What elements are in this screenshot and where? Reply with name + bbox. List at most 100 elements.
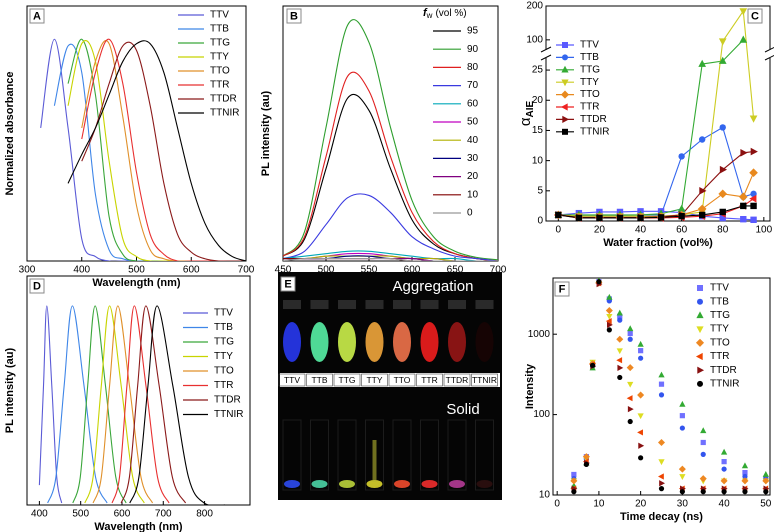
series-line	[84, 305, 145, 504]
vial-cap	[283, 300, 301, 309]
x-tick-label: 20	[594, 225, 606, 236]
sample-label-box	[361, 373, 388, 387]
data-point	[742, 469, 748, 476]
data-point	[742, 489, 748, 495]
series-line	[283, 193, 498, 261]
legend-label: TTR	[210, 80, 229, 91]
panel-tag-box	[280, 276, 296, 292]
series-line	[92, 305, 154, 504]
plot-area	[570, 278, 770, 495]
x-tick-label: 10	[593, 499, 605, 510]
data-point	[605, 307, 613, 315]
data-point	[718, 38, 727, 46]
x-tick-label: 80	[717, 225, 729, 236]
data-point	[617, 364, 624, 372]
data-point	[700, 489, 706, 495]
series-line	[558, 151, 754, 218]
data-point	[637, 413, 644, 420]
data-point	[750, 202, 757, 210]
legend-label: TTY	[214, 351, 233, 362]
data-point	[617, 374, 623, 381]
legend-label: TTV	[210, 10, 229, 21]
legend-title-symbol: f	[423, 7, 428, 19]
legend-label: 30	[467, 153, 479, 164]
data-point	[627, 381, 634, 388]
legend-label: TTY	[710, 324, 729, 335]
data-point	[658, 486, 665, 492]
vial-cap	[393, 300, 411, 309]
data-point	[700, 451, 706, 457]
legend-label: TTNIR	[214, 409, 243, 420]
legend-label: TTB	[580, 52, 599, 63]
x-tick-label: 40	[719, 499, 731, 510]
data-point	[739, 8, 748, 16]
x-axis-title: Wavelength (nm)	[94, 521, 183, 532]
legend-marker	[696, 326, 704, 334]
series-line	[67, 40, 246, 261]
x-tick-label: 550	[361, 265, 378, 276]
vial-cap	[365, 300, 384, 309]
data-point	[700, 439, 706, 446]
data-point	[638, 348, 644, 354]
x-tick-label: 20	[635, 499, 647, 510]
data-point	[698, 136, 706, 143]
legend-marker	[561, 79, 569, 87]
legend-label: TTO	[214, 366, 234, 377]
data-point	[638, 455, 644, 461]
legend-title: fw (vol %)	[423, 7, 467, 20]
solid-glow	[284, 480, 300, 488]
vial-glow	[420, 322, 439, 362]
y-axis-title: Normalized absorbance	[4, 71, 16, 195]
data-point	[575, 214, 583, 222]
data-point	[555, 211, 562, 219]
vial-glow	[365, 322, 384, 362]
panel-tag: F	[559, 283, 566, 295]
data-point	[637, 214, 644, 222]
vial-glow	[475, 322, 494, 362]
data-point	[750, 190, 757, 198]
vial-cap	[448, 300, 466, 309]
sample-label-box	[278, 373, 306, 387]
data-point	[658, 392, 665, 398]
legend-marker	[562, 128, 568, 135]
data-point	[659, 480, 666, 487]
plot-frame	[545, 5, 771, 222]
photo-bottom-caption: Solid	[446, 401, 479, 418]
x-tick-label: 400	[31, 509, 48, 520]
x-tick-label: 400	[73, 265, 90, 276]
data-point	[741, 477, 749, 485]
data-point	[721, 466, 727, 472]
legend-label: 80	[467, 62, 479, 73]
legend-label: TTB	[214, 322, 233, 333]
x-tick-label: 700	[490, 265, 507, 276]
vial-outline	[420, 419, 439, 491]
legend-label: TTNIR	[210, 108, 239, 119]
vial-outline	[310, 419, 329, 491]
vial-cap	[475, 300, 494, 309]
data-point	[698, 211, 706, 219]
legend-label: TTDR	[214, 395, 241, 406]
data-point	[606, 293, 613, 300]
legend-marker	[695, 352, 703, 361]
data-point	[697, 204, 707, 214]
data-point	[637, 429, 643, 436]
legend-label: TTB	[710, 296, 729, 307]
series-line	[111, 305, 170, 504]
legend-label: TTR	[580, 102, 599, 113]
series-line	[283, 19, 498, 261]
plot-area	[40, 38, 246, 261]
data-point	[719, 165, 728, 174]
legend-label: TTG	[710, 310, 730, 321]
vial-glow	[393, 322, 411, 362]
x-tick-label: 500	[128, 265, 145, 276]
solid-glow	[339, 480, 355, 488]
data-point	[679, 425, 685, 431]
x-tick-label: 650	[447, 265, 464, 276]
panel-tag-box	[747, 8, 763, 24]
series-line	[81, 41, 246, 261]
data-point	[679, 474, 686, 480]
vial-outline	[365, 419, 384, 491]
solid-glow	[311, 480, 328, 488]
legend-label: TTG	[580, 64, 600, 75]
